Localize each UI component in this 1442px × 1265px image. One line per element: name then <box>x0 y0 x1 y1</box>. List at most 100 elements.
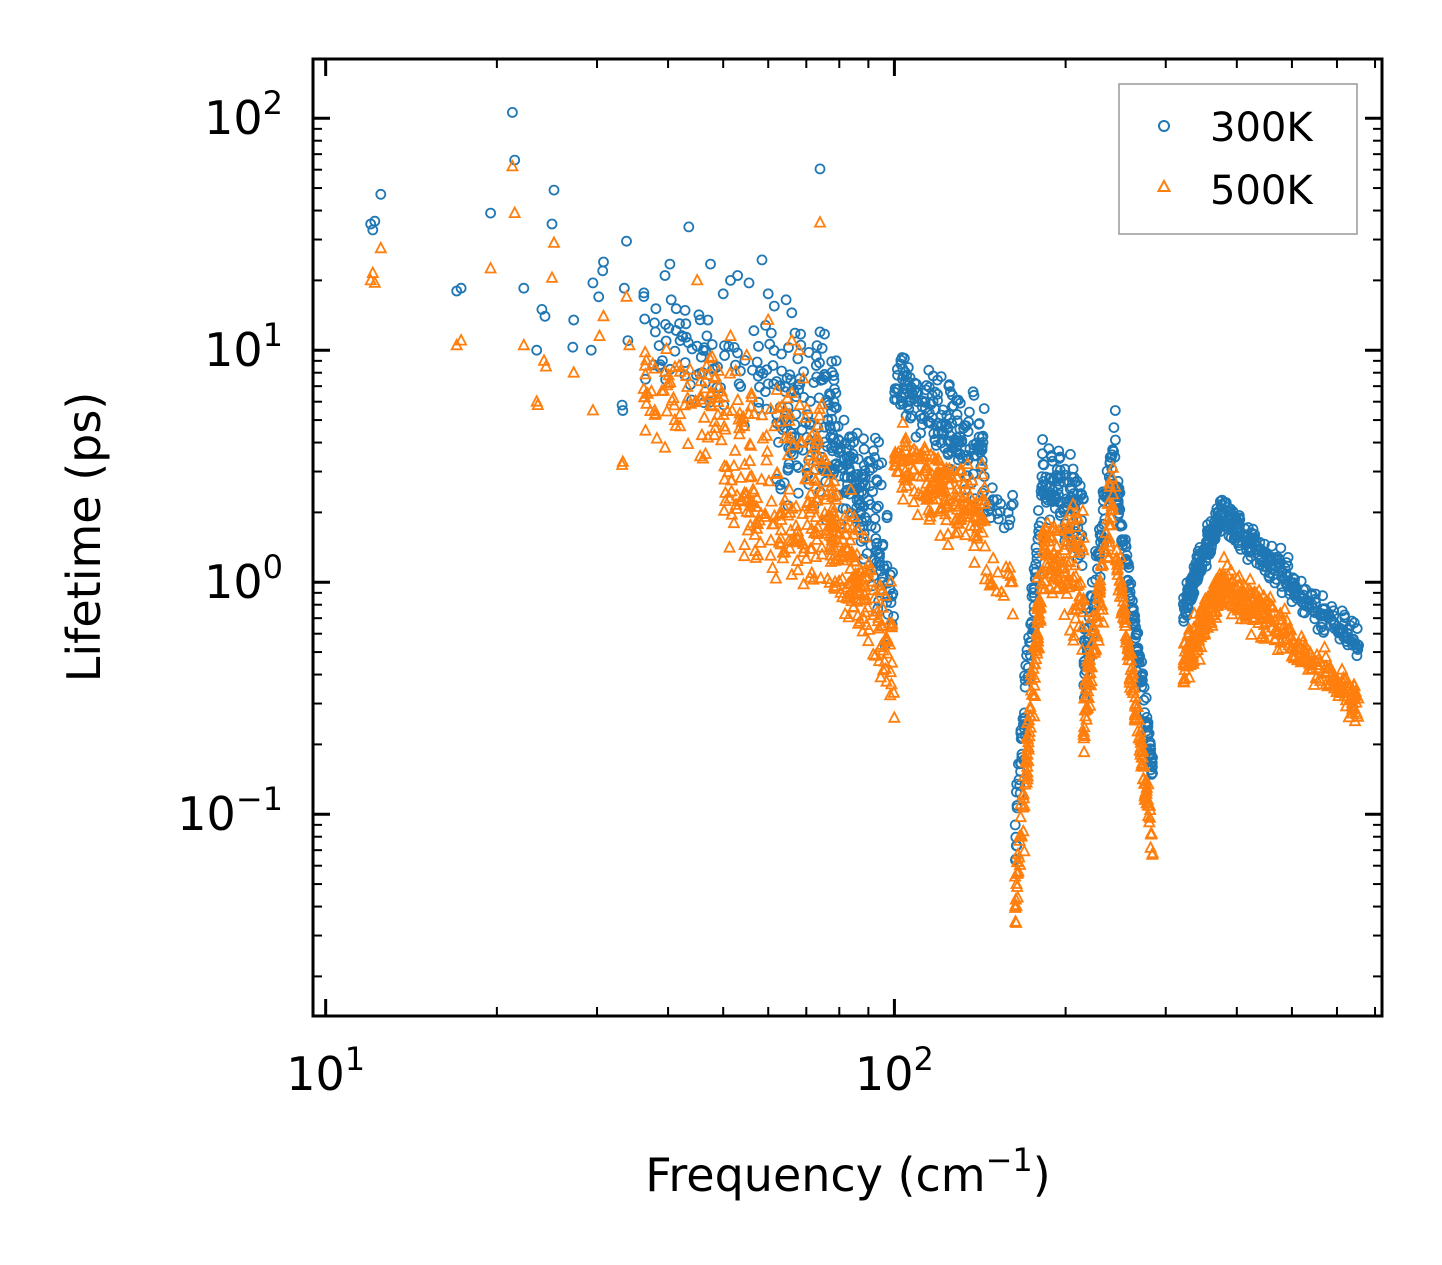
point-300k-438 <box>892 363 903 375</box>
point-500k-1630 <box>761 312 775 325</box>
point-500k-1612 <box>547 235 561 248</box>
point-300k-531 <box>944 430 956 442</box>
point-500k-992 <box>1106 486 1120 500</box>
point-500k-134 <box>712 390 725 403</box>
legend-label-500k: 500K <box>1210 168 1314 214</box>
point-300k-529 <box>905 412 916 424</box>
point-500k-349 <box>825 478 839 491</box>
point-500k-428 <box>874 669 888 683</box>
point-500k-582 <box>907 461 921 475</box>
point-500k-1457 <box>1268 632 1282 646</box>
point-300k-359 <box>870 533 882 544</box>
point-300k-1445 <box>786 307 798 319</box>
point-300k-1371 <box>1289 573 1300 585</box>
point-500k-251 <box>753 535 767 548</box>
point-500k-671 <box>929 466 943 479</box>
point-300k-769 <box>1051 472 1063 484</box>
point-500k-792 <box>1029 639 1043 653</box>
point-500k-8 <box>712 363 726 376</box>
point-500k-645 <box>896 415 910 428</box>
point-500k-1603 <box>454 333 468 346</box>
point-500k-108 <box>703 350 717 364</box>
point-300k-361 <box>844 466 856 478</box>
point-300k-1383 <box>1351 623 1363 634</box>
point-500k-831 <box>1075 642 1089 655</box>
point-500k-1448 <box>1226 598 1240 612</box>
point-500k-779 <box>1014 809 1028 823</box>
point-300k-254 <box>868 445 879 457</box>
point-500k-264 <box>791 562 805 576</box>
point-300k-71 <box>699 342 710 354</box>
point-300k-1125 <box>1209 533 1221 545</box>
point-500k-112 <box>773 414 787 427</box>
point-300k-976 <box>1128 603 1139 615</box>
point-500k-1299 <box>1189 625 1203 638</box>
point-500k-456 <box>811 447 825 460</box>
point-300k-1104 <box>1178 612 1189 624</box>
point-500k-135 <box>650 431 664 444</box>
point-300k-98 <box>670 303 682 315</box>
point-500k-1309 <box>1203 612 1217 625</box>
point-300k-79 <box>754 365 766 377</box>
point-500k-1469 <box>1216 595 1230 609</box>
point-500k-62 <box>638 358 652 371</box>
point-300k-1414 <box>546 218 558 230</box>
point-300k-1446 <box>814 163 826 175</box>
y-tick-label: 10−1 <box>177 780 283 841</box>
point-500k-375 <box>803 448 817 461</box>
point-500k-1626 <box>701 430 715 443</box>
point-300k-20 <box>753 396 765 408</box>
point-300k-1396 <box>1351 650 1363 662</box>
point-500k-133 <box>768 418 782 432</box>
point-500k-40 <box>693 448 707 462</box>
point-300k-507 <box>889 394 900 405</box>
point-500k-558 <box>918 443 932 456</box>
point-300k-776 <box>1072 488 1083 500</box>
point-500k-387 <box>835 589 849 603</box>
point-300k-1448 <box>830 355 842 367</box>
point-500k-53 <box>744 399 758 412</box>
point-500k-1614 <box>567 365 581 378</box>
point-300k-560 <box>916 413 928 425</box>
point-300k-916 <box>1146 757 1158 769</box>
point-500k-1587 <box>1304 654 1318 667</box>
point-300k-557 <box>932 427 944 439</box>
point-500k-457 <box>859 569 872 582</box>
point-500k-690 <box>980 563 993 576</box>
point-300k-760 <box>1059 463 1071 475</box>
point-500k-906 <box>1069 611 1083 624</box>
point-500k-898 <box>1036 564 1050 577</box>
point-500k-1336 <box>1278 601 1292 615</box>
point-300k-266 <box>863 455 874 467</box>
point-500k-795 <box>1031 627 1045 640</box>
point-500k-1429 <box>1225 606 1239 620</box>
point-500k-405 <box>858 579 872 592</box>
point-500k-1018 <box>1087 622 1100 635</box>
point-300k-1438 <box>725 274 736 286</box>
point-300k-576 <box>1007 489 1018 501</box>
point-500k-1156 <box>1115 586 1129 599</box>
point-500k-1604 <box>484 261 498 274</box>
point-500k-1617 <box>597 308 610 322</box>
point-500k-894 <box>1072 545 1086 558</box>
point-300k-245 <box>771 417 783 429</box>
point-300k-539 <box>975 442 987 454</box>
point-500k-191 <box>861 633 875 647</box>
point-300k-16 <box>674 318 685 330</box>
point-500k-231 <box>717 458 731 472</box>
point-500k-1476 <box>1224 582 1238 596</box>
point-300k-302 <box>859 511 871 523</box>
point-500k-1305 <box>1184 647 1198 660</box>
point-500k-967 <box>1103 534 1117 548</box>
point-300k-339 <box>871 502 882 514</box>
point-300k-163 <box>867 486 878 497</box>
point-300k-541 <box>952 394 964 406</box>
point-500k-197 <box>729 497 743 510</box>
point-500k-270 <box>794 533 808 546</box>
point-500k-244 <box>782 482 796 495</box>
point-500k-988 <box>1095 597 1109 611</box>
point-300k-1275 <box>1275 542 1287 554</box>
point-300k-552 <box>902 362 914 373</box>
point-500k-920 <box>1049 565 1063 579</box>
point-500k-115 <box>660 341 673 355</box>
